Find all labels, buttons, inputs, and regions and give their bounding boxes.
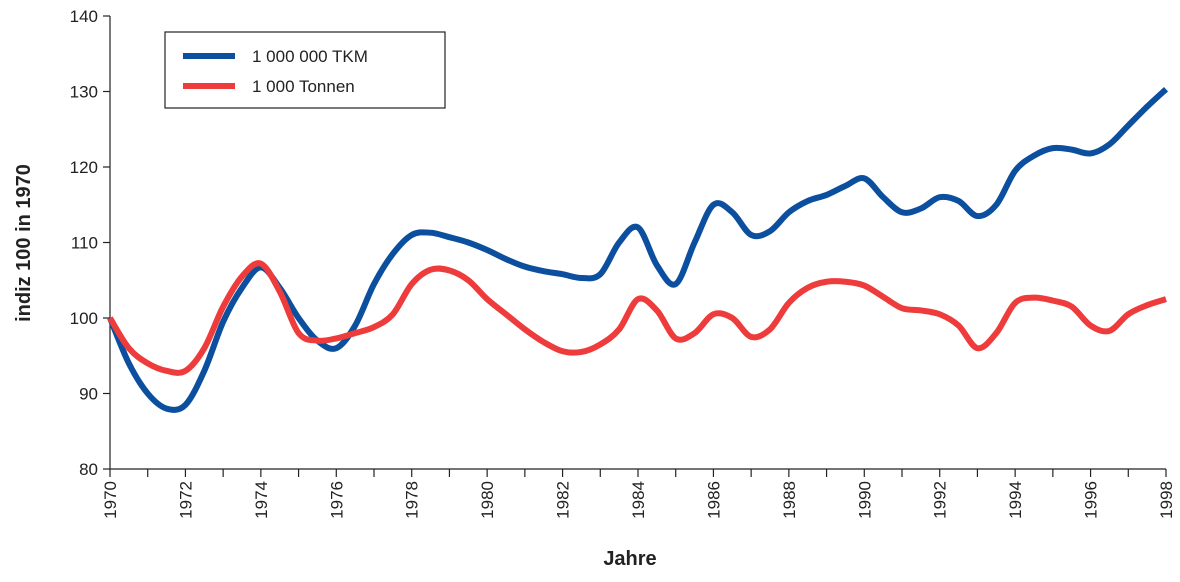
y-tick-label: 110 <box>71 234 98 253</box>
y-tick-label: 120 <box>70 158 98 177</box>
x-tick-label: 1980 <box>478 481 497 519</box>
y-tick-label: 90 <box>79 385 98 404</box>
x-tick-label: 1984 <box>629 481 648 519</box>
legend: 1 000 000 TKM 1 000 Tonnen <box>164 31 446 109</box>
x-tick-label: 1988 <box>780 481 799 519</box>
y-tick-label: 130 <box>70 83 98 102</box>
x-tick-label: 1998 <box>1157 481 1176 519</box>
x-tick-label: 1972 <box>176 481 195 519</box>
y-tick-label: 140 <box>70 7 98 26</box>
x-tick-label: 1992 <box>931 481 950 519</box>
legend-label: 1 000 000 TKM <box>252 47 368 66</box>
x-tick-label: 1994 <box>1006 481 1025 519</box>
x-tick-label: 1970 <box>101 481 120 519</box>
y-tick-label: 80 <box>79 460 98 479</box>
y-tick-label: 100 <box>70 309 98 328</box>
x-tick-label: 1978 <box>403 481 422 519</box>
x-axis-label: Jahre <box>603 548 656 570</box>
y-axis-label: indiz 100 in 1970 <box>13 164 35 322</box>
legend-label: 1 000 Tonnen <box>252 77 355 96</box>
x-tick-label: 1976 <box>327 481 346 519</box>
x-tick-label: 1982 <box>554 481 573 519</box>
x-tick-label: 1986 <box>704 481 723 519</box>
legend-box <box>164 31 446 109</box>
x-tick-label: 1996 <box>1082 481 1101 519</box>
series-line <box>107 260 1167 376</box>
x-tick-label: 1990 <box>855 481 874 519</box>
series-line <box>107 87 1169 413</box>
x-tick-label: 1974 <box>252 481 271 519</box>
